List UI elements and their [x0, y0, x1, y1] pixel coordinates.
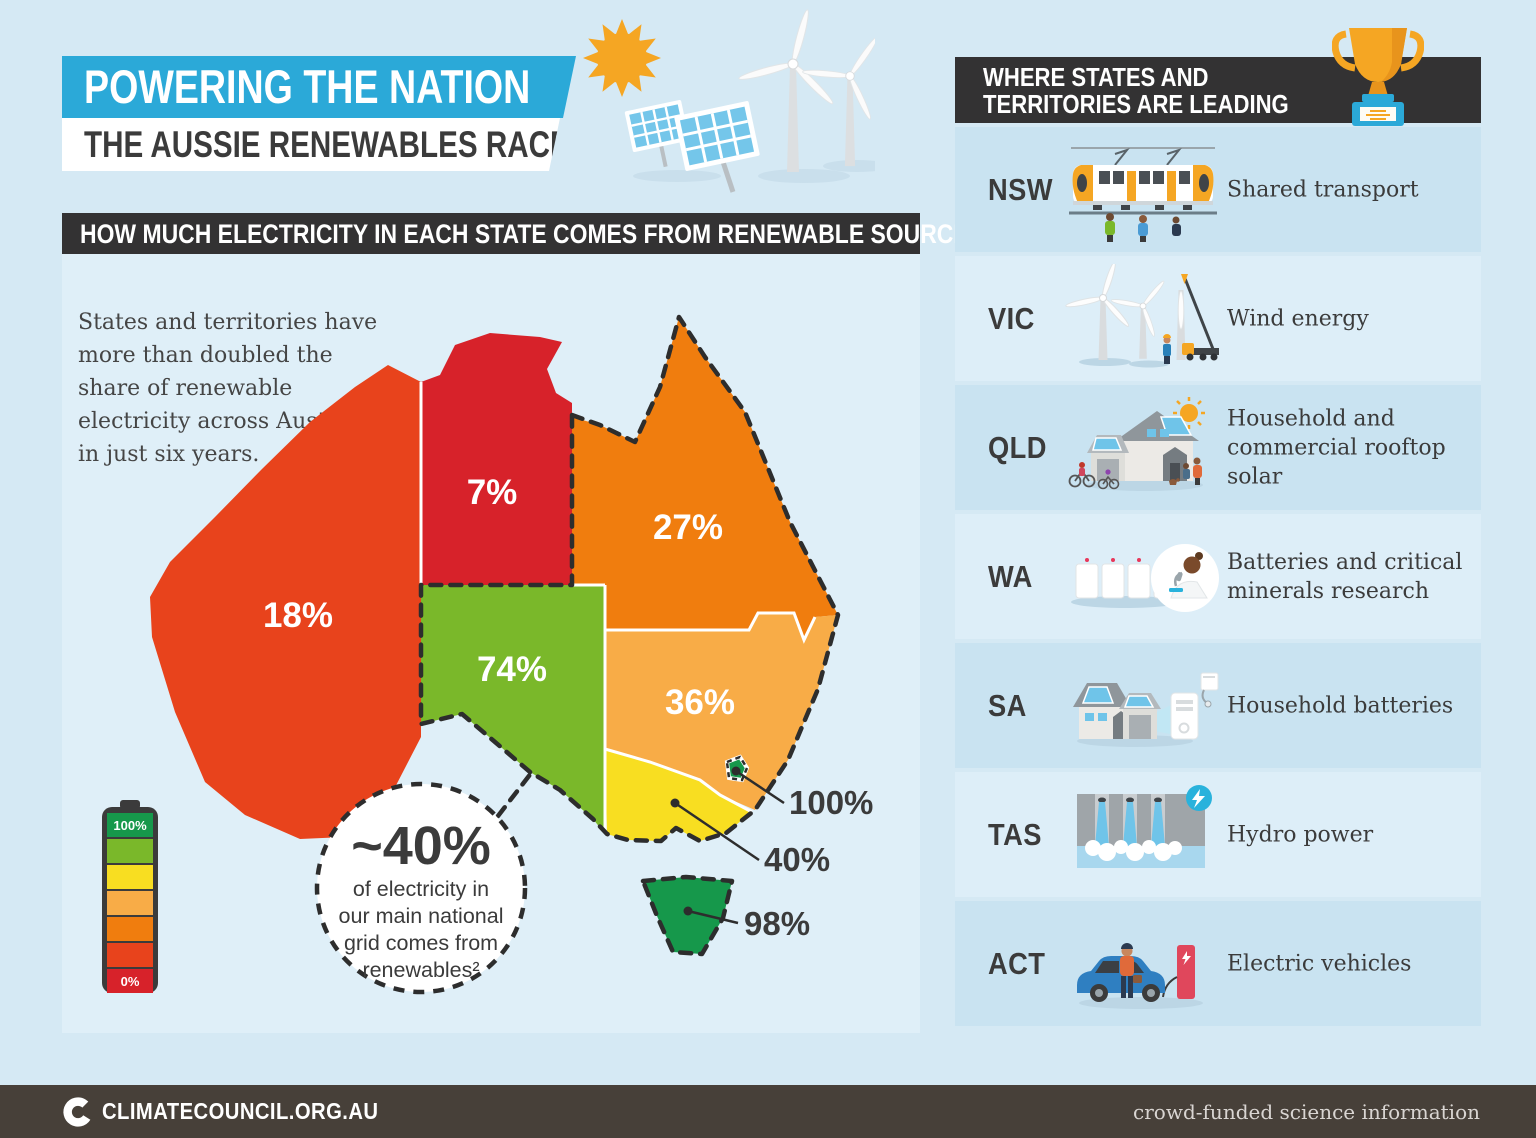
solar-house-icon	[1068, 397, 1205, 491]
question-banner: HOW MUCH ELECTRICITY IN EACH STATE COMES…	[62, 213, 998, 254]
state-code: VIC	[988, 300, 1035, 336]
map-state-qld	[572, 317, 838, 640]
title-banner: POWERING THE NATION	[62, 56, 576, 118]
battery-research-icon	[1071, 544, 1219, 612]
worker-figure	[1163, 334, 1171, 364]
cyclists-figures	[1068, 462, 1120, 490]
right-heading-line1: WHERE STATES AND	[983, 62, 1209, 92]
map-state-nt	[421, 333, 572, 585]
tram-icon	[1069, 147, 1217, 242]
battery-cap	[120, 800, 140, 809]
state-code: TAS	[988, 816, 1042, 852]
question-text: HOW MUCH ELECTRICITY IN EACH STATE COMES…	[80, 219, 999, 249]
subtitle-banner: THE AUSSIE RENEWABLES RACE	[62, 118, 560, 171]
panel-shadow	[633, 170, 721, 182]
nsw-value-label: 36%	[665, 683, 735, 722]
leading-row-act: ACT Electric vehicle	[955, 901, 1481, 1026]
leading-description: Hydro power	[1227, 822, 1374, 847]
footer-tagline: crowd-funded science information	[1133, 1099, 1480, 1124]
map-state-vic	[605, 749, 752, 841]
leading-description: Wind energy	[1227, 306, 1369, 331]
solar-panel-icon	[624, 99, 690, 168]
state-code: WA	[988, 558, 1033, 594]
map-state-tas	[640, 874, 735, 957]
footer-site-url: CLIMATECOUNCIL.ORG.AU	[102, 1098, 379, 1124]
people-and-dog-figures	[1169, 457, 1202, 485]
vic-value-label: 40%	[764, 841, 830, 878]
home-battery-icon	[1073, 672, 1219, 747]
leader-lines	[674, 769, 785, 925]
trophy-icon	[1332, 28, 1424, 126]
qld-value-label: 27%	[653, 508, 723, 547]
home-battery-unit	[1170, 692, 1199, 740]
right-heading-line2: TERRITORIES ARE LEADING	[983, 89, 1289, 119]
battery-scale-legend: 100% 0%	[102, 800, 158, 993]
nt-value-label: 7%	[467, 473, 518, 512]
state-code: QLD	[988, 429, 1047, 465]
header-renewables-illustration	[583, 9, 875, 193]
ev-charging-icon	[1077, 943, 1203, 1009]
leading-row-sa: SA Household batte	[955, 643, 1481, 768]
callout-line: grid comes from	[344, 931, 498, 955]
map-state-act-border	[725, 755, 749, 782]
callout-line: our main national	[339, 904, 504, 928]
act-dot	[731, 766, 741, 776]
leading-row-nsw: NSW Shared tr	[955, 127, 1481, 252]
leading-description: Household batteries	[1227, 693, 1454, 718]
page-title: POWERING THE NATION	[84, 60, 531, 113]
tas-dot	[683, 906, 693, 916]
sa-value-label: 74%	[477, 650, 547, 689]
leading-description: Batteries and critical minerals research	[1227, 549, 1463, 604]
hydro-dam-icon	[1077, 785, 1212, 868]
leading-row-vic: VIC	[955, 256, 1481, 381]
map-state-nsw	[605, 613, 838, 810]
wa-value-label: 18%	[263, 596, 333, 635]
person-figure	[1120, 943, 1142, 998]
national-grid-callout	[314, 781, 528, 995]
footer-bar: CLIMATECOUNCIL.ORG.AU crowd-funded scien…	[0, 1085, 1536, 1138]
solar-panel-icon	[674, 101, 760, 193]
state-code: NSW	[988, 171, 1053, 207]
leading-row-qld: QLD	[955, 385, 1481, 510]
australia-renewables-map: 18% 7% 27% 74% 36% 100% 40% 98% ~40% of …	[150, 314, 873, 995]
wind-turbine-crane-icon	[1065, 264, 1219, 368]
leading-description: Electric vehicles	[1227, 951, 1412, 976]
callout-connector	[495, 769, 535, 819]
water-jets	[1095, 797, 1165, 846]
leading-row-wa: WA Batteries and critical minerals resea…	[955, 514, 1481, 639]
wind-turbine-icon	[802, 36, 875, 167]
state-code: SA	[988, 687, 1027, 723]
legend-bottom-label: 0%	[121, 974, 140, 989]
map-state-wa	[150, 365, 421, 839]
sun-icon	[583, 19, 661, 97]
callout-line: renewables²	[362, 958, 479, 982]
turbine-shadow	[758, 169, 850, 183]
map-state-sa	[421, 585, 605, 834]
electricity-badge	[1186, 785, 1212, 811]
state-borders	[419, 382, 817, 834]
leading-row-tas: TAS Hydro power	[955, 772, 1481, 897]
charging-station	[1162, 945, 1195, 999]
state-code: ACT	[988, 945, 1046, 981]
page-subtitle: THE AUSSIE RENEWABLES RACE	[84, 124, 570, 165]
national-grid-boundary	[418, 314, 841, 844]
foam	[1085, 840, 1182, 861]
research-circle	[1151, 544, 1219, 612]
leading-description: Household and commercial rooftop solar	[1227, 406, 1446, 489]
wall-charge-box	[1200, 672, 1219, 708]
climate-council-logo	[63, 1096, 93, 1127]
scientist-figure	[1169, 552, 1208, 599]
wind-turbine-icon	[738, 9, 834, 172]
vic-dot	[670, 798, 680, 808]
callout-headline: ~40%	[351, 816, 491, 876]
act-value-label: 100%	[789, 784, 873, 821]
legend-top-label: 100%	[113, 818, 147, 833]
tas-value-label: 98%	[744, 905, 810, 942]
callout-line: of electricity in	[353, 877, 489, 901]
leading-description: Shared transport	[1227, 177, 1419, 202]
people-figures	[1105, 213, 1181, 242]
